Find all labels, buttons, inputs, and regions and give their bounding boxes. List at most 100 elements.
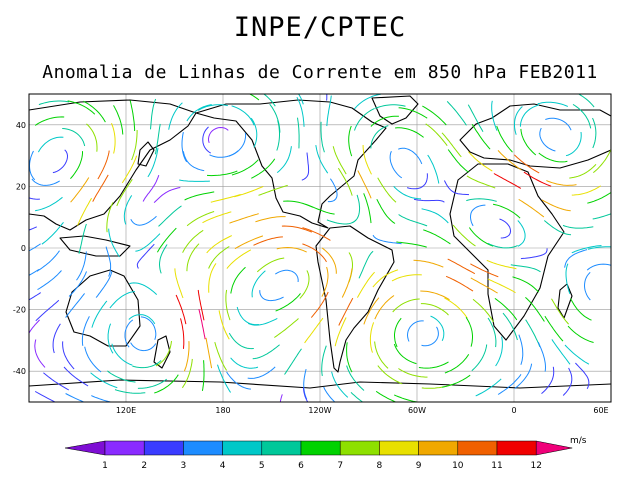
- streamline: [182, 229, 204, 253]
- streamline: [226, 371, 251, 390]
- streamline: [487, 278, 516, 294]
- streamline: [35, 196, 63, 212]
- streamline: [375, 390, 397, 402]
- streamline: [352, 194, 361, 224]
- streamline: [446, 101, 467, 126]
- streamline: [62, 341, 75, 370]
- streamline: [29, 197, 40, 200]
- streamline: [564, 344, 590, 365]
- streamline: [236, 306, 259, 326]
- streamline: [375, 104, 406, 109]
- streamline: [357, 170, 372, 199]
- streamline: [502, 312, 518, 341]
- streamline: [109, 291, 135, 309]
- streamline: [470, 277, 498, 294]
- colorbar-label: 11: [491, 461, 502, 471]
- streamline: [29, 319, 40, 335]
- coast-europe: [459, 103, 611, 169]
- streamline: [206, 170, 238, 177]
- streamline: [538, 152, 568, 163]
- streamline: [114, 389, 146, 394]
- streamline: [111, 123, 116, 154]
- streamline: [111, 343, 133, 366]
- streamline: [541, 366, 555, 394]
- streamline: [420, 290, 450, 301]
- streamline: [321, 345, 327, 376]
- colorbar-label: 9: [416, 461, 422, 471]
- colorbar-unit: m/s: [570, 436, 587, 446]
- colorbar: 1 2 3 4 5 6 7 8 9 10 11 12: [64, 440, 573, 471]
- streamline: [67, 100, 96, 115]
- streamline: [466, 175, 496, 189]
- streamline: [562, 224, 594, 229]
- streamline: [525, 319, 541, 348]
- streamline: [370, 115, 399, 127]
- streamline: [376, 198, 396, 224]
- streamline: [135, 233, 161, 252]
- streamline: [234, 185, 264, 198]
- streamline: [208, 263, 217, 293]
- streamline: [391, 274, 422, 282]
- streamline: [466, 198, 497, 202]
- streamline: [198, 308, 206, 340]
- streamline: [396, 241, 427, 248]
- coast-indonesia: [59, 235, 131, 257]
- streamline: [398, 368, 428, 378]
- streamline: [197, 289, 205, 321]
- streamline: [495, 336, 503, 367]
- streamline: [571, 185, 601, 196]
- coast-south-america: [315, 225, 395, 373]
- streamline: [29, 243, 41, 252]
- streamline: [510, 264, 541, 273]
- coast-antarctica: [29, 379, 611, 389]
- streamline: [156, 227, 177, 253]
- streamline: [302, 227, 331, 241]
- streamline: [276, 146, 292, 173]
- streamline: [517, 220, 526, 247]
- colorbar-high-arrow: [535, 440, 573, 456]
- streamline: [422, 105, 447, 126]
- streamline: [186, 211, 215, 227]
- streamline: [81, 316, 90, 346]
- streamline: [250, 117, 258, 148]
- streamline: [217, 364, 232, 393]
- streamline: [132, 360, 162, 369]
- lat-tick-label: -40: [13, 367, 26, 376]
- lat-tick-label: 20: [16, 182, 26, 191]
- streamline: [174, 268, 184, 299]
- streamline: [92, 174, 109, 202]
- streamline: [70, 177, 90, 203]
- streamline: [230, 357, 259, 369]
- streamline: [91, 395, 113, 402]
- streamline: [551, 339, 571, 365]
- streamline: [362, 145, 372, 175]
- graticule: [29, 94, 612, 402]
- streamline: [248, 94, 260, 101]
- streamline: [107, 323, 114, 354]
- streamline: [443, 180, 470, 196]
- streamline: [78, 223, 87, 254]
- streamline: [499, 218, 512, 239]
- streamline: [258, 184, 288, 196]
- streamline: [34, 116, 65, 126]
- streamline: [377, 177, 397, 203]
- lon-tick-label: 120W: [308, 406, 331, 415]
- streamline: [84, 346, 102, 373]
- streamline: [29, 292, 41, 301]
- streamline: [363, 297, 380, 325]
- streamline: [208, 246, 230, 269]
- streamline: [121, 155, 138, 184]
- streamline: [130, 342, 157, 352]
- streamline: [523, 171, 552, 187]
- streamline: [106, 370, 136, 383]
- streamline: [421, 208, 449, 224]
- streamline: [421, 326, 439, 347]
- colorbar-label: 3: [181, 461, 187, 471]
- streamline: [43, 372, 70, 391]
- lat-tick-label: 40: [16, 121, 26, 130]
- streamline: [425, 123, 448, 146]
- streamline: [494, 297, 518, 321]
- streamline: [305, 203, 335, 215]
- colorbar-label: 6: [298, 461, 304, 471]
- streamline: [423, 229, 451, 245]
